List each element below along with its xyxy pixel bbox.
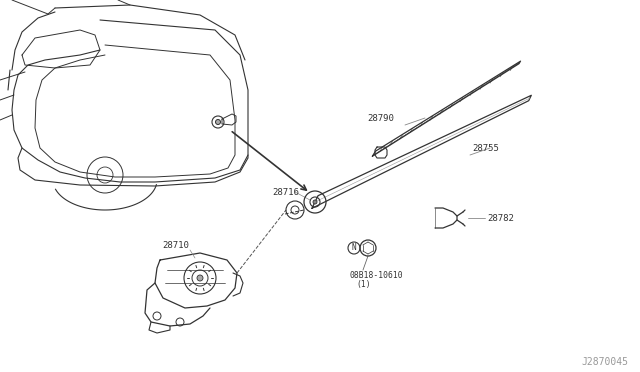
Text: N: N	[352, 244, 356, 253]
Text: (1): (1)	[356, 279, 371, 289]
Text: 28755: 28755	[472, 144, 499, 153]
Circle shape	[216, 119, 221, 125]
Text: J2870045: J2870045	[581, 357, 628, 367]
Text: 28710: 28710	[162, 241, 189, 250]
Circle shape	[197, 275, 203, 281]
Text: 28782: 28782	[487, 214, 514, 222]
Text: 28790: 28790	[367, 113, 394, 122]
Text: 08B18-10610: 08B18-10610	[350, 272, 404, 280]
Text: 28716: 28716	[272, 187, 299, 196]
Circle shape	[313, 200, 317, 204]
